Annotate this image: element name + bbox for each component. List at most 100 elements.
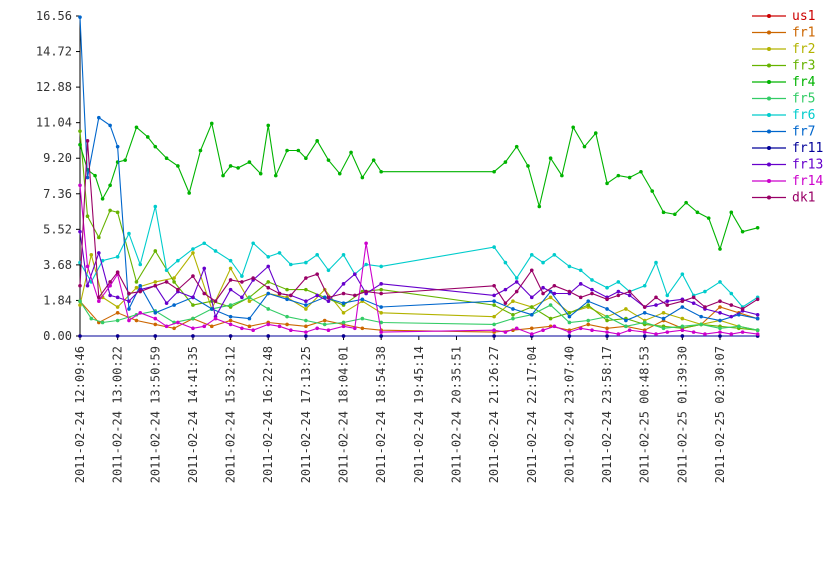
data-point [590, 291, 594, 296]
data-point [134, 318, 139, 323]
data-point [315, 293, 319, 298]
x-tick-label: 2011-02-24 22:17:04 [525, 346, 539, 483]
data-point [492, 169, 496, 174]
legend-item: fr2 [752, 42, 815, 57]
data-point [492, 283, 496, 288]
data-point [605, 307, 609, 311]
data-point [258, 171, 263, 176]
data-point [673, 212, 677, 217]
data-point [654, 332, 658, 336]
data-point [729, 210, 734, 215]
data-point [718, 334, 722, 338]
data-point [684, 200, 688, 205]
data-point [304, 287, 308, 292]
data-point [251, 276, 255, 280]
data-point [228, 266, 233, 271]
data-point [616, 293, 621, 298]
data-point [296, 148, 301, 153]
data-point [315, 272, 319, 276]
data-point [285, 297, 289, 302]
data-point [153, 283, 158, 288]
data-point [529, 332, 534, 336]
legend-label: fr2 [792, 42, 815, 57]
data-point [691, 330, 696, 334]
data-point [176, 164, 180, 168]
data-point [115, 334, 120, 338]
data-point [191, 274, 195, 278]
data-point [492, 299, 496, 304]
data-point [567, 330, 572, 334]
data-point [605, 297, 609, 302]
data-point [191, 247, 195, 251]
legend-marker [767, 195, 771, 200]
data-point [78, 229, 82, 234]
data-point [176, 320, 180, 325]
data-point [353, 272, 357, 276]
data-point [221, 173, 225, 178]
data-point [578, 282, 583, 286]
data-point [567, 311, 572, 315]
data-point [548, 295, 553, 300]
data-point [360, 326, 365, 331]
y-tick-label: 7.36 [43, 187, 72, 201]
data-point [304, 330, 308, 334]
data-point [134, 125, 139, 130]
x-tick-label: 2011-02-24 17:13:25 [299, 346, 313, 483]
data-point [379, 330, 383, 334]
data-point [691, 301, 696, 305]
data-point [85, 264, 90, 269]
data-point [100, 197, 105, 201]
x-tick-label: 2011-02-24 13:00:22 [111, 346, 125, 483]
data-point [202, 266, 207, 271]
legend-marker [767, 30, 771, 35]
y-tick-label: 5.52 [43, 222, 72, 236]
data-point [228, 287, 233, 292]
data-point [680, 316, 685, 321]
legend-marker [767, 146, 771, 150]
data-point [108, 293, 112, 298]
data-point [627, 289, 632, 294]
data-point [247, 160, 252, 164]
data-point [695, 210, 700, 215]
data-point [85, 214, 90, 218]
series-lines [78, 15, 760, 338]
data-point [349, 150, 353, 155]
data-point [289, 328, 293, 333]
data-point [718, 280, 722, 284]
data-point [172, 303, 176, 307]
data-point [247, 324, 252, 329]
data-point [127, 299, 131, 304]
data-point [341, 324, 346, 329]
x-tick-label: 2011-02-24 21:26:27 [487, 346, 501, 483]
data-point [661, 316, 666, 321]
data-point [379, 282, 383, 286]
data-point [172, 276, 176, 280]
data-point [115, 144, 120, 149]
data-point [134, 285, 139, 290]
series-line [79, 185, 758, 335]
data-point [560, 173, 564, 178]
data-point [590, 278, 594, 282]
data-point [755, 297, 760, 302]
data-point [353, 326, 357, 331]
data-point [153, 316, 158, 321]
x-tick-label: 2011-02-24 19:45:14 [412, 346, 426, 483]
data-point [138, 283, 143, 288]
data-point [93, 173, 97, 178]
y-tick-label: 1.84 [43, 293, 72, 307]
data-point [650, 189, 655, 193]
data-point [514, 280, 519, 284]
data-point [616, 289, 621, 294]
x-tick-label: 2011-02-25 01:39:30 [675, 346, 689, 483]
data-point [322, 322, 327, 327]
data-point [548, 156, 553, 161]
data-point [164, 324, 169, 329]
data-point [616, 332, 621, 336]
data-point [326, 268, 331, 273]
data-point [138, 311, 143, 315]
data-point [304, 276, 308, 280]
legend-item: fr1 [752, 26, 815, 41]
x-tick-label: 2011-02-24 14:41:35 [186, 346, 200, 483]
data-point [567, 289, 572, 294]
data-point [164, 156, 169, 161]
